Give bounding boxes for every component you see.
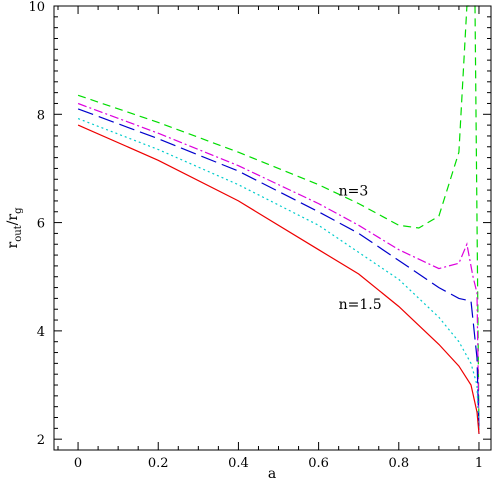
series-line-4: [77, 118, 480, 434]
y-tick-label: 6: [37, 217, 45, 232]
y-axis-title-sub2: g: [13, 207, 24, 214]
y-axis-title-sub1: out: [13, 225, 24, 241]
x-tick-label: 0.6: [308, 456, 329, 471]
annotation-label-1: n=3: [339, 184, 369, 200]
annotation-label-2: n=1.5: [339, 297, 382, 313]
x-axis-title: a: [268, 466, 276, 482]
y-tick-label: 2: [37, 433, 45, 448]
series-line-2: [77, 102, 480, 434]
series-line-3: [77, 108, 480, 434]
y-tick-label: 8: [37, 108, 45, 123]
series-line-1: [77, 5, 480, 434]
x-tick-label: 0.4: [228, 456, 249, 471]
y-axis-title-sep: /r: [5, 214, 21, 226]
y-tick-label: 10: [28, 0, 45, 15]
x-tick-label: 0.8: [388, 456, 409, 471]
y-tick-label: 4: [37, 325, 45, 340]
x-tick-label: 0: [74, 456, 82, 471]
series-layer: [77, 5, 480, 434]
annotation-layer: n=3 n=1.5: [339, 184, 382, 314]
y-axis-title: rout/rg: [5, 207, 24, 249]
x-tick-label: 0.2: [148, 456, 169, 471]
plot-frame: [53, 5, 492, 451]
y-axis-title-main: r: [5, 242, 21, 249]
series-line-5: [77, 124, 480, 434]
x-tick-label: 1: [475, 456, 483, 471]
ticks-layer: 0 0.2 0.4 0.6 0.8 1 2 4 6 8 10: [28, 0, 491, 471]
